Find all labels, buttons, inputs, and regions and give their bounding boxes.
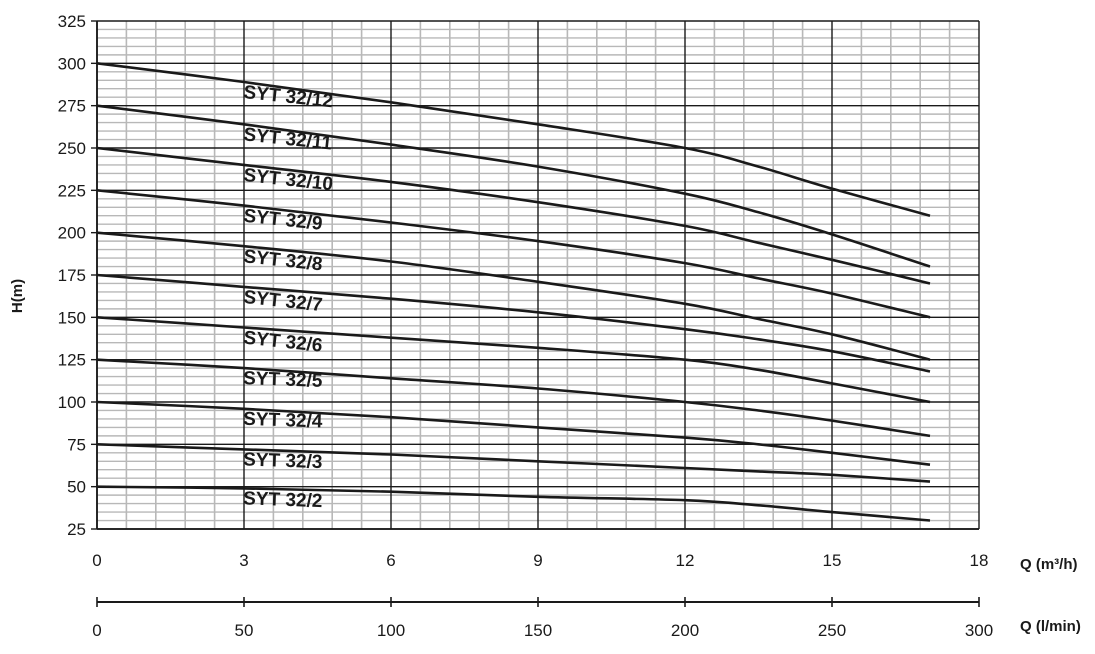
x-tick-label: 9 (533, 551, 542, 570)
series-line (96, 443, 931, 483)
series-line (96, 231, 931, 361)
y-tick-label: 275 (58, 97, 86, 116)
series-line (96, 146, 931, 285)
x2-tick-label: 50 (235, 621, 254, 640)
x-tick-label: 18 (970, 551, 989, 570)
series-label: SYT 32/9 (242, 206, 323, 235)
y-tick-label: 125 (58, 351, 86, 370)
y-tick-label: 225 (58, 181, 86, 200)
series-lines (96, 62, 931, 522)
series-line (96, 400, 931, 466)
x2-tick-label: 200 (671, 621, 699, 640)
y-tick-label: 200 (58, 224, 86, 243)
series-line (96, 273, 931, 373)
series-label: SYT 32/4 (243, 409, 323, 433)
series-label: SYT 32/11 (242, 124, 333, 154)
x2-tick-label: 150 (524, 621, 552, 640)
series-label: SYT 32/2 (243, 488, 323, 512)
y-tick-label: 325 (58, 12, 86, 31)
x2-tick-label: 100 (377, 621, 405, 640)
x2-tick-label: 300 (965, 621, 993, 640)
y-tick-label: 25 (67, 520, 86, 539)
series-line (96, 316, 931, 404)
series-line (96, 189, 931, 319)
y-tick-label: 250 (58, 139, 86, 158)
series-label: SYT 32/8 (242, 246, 323, 275)
y-tick-label: 50 (67, 478, 86, 497)
x2-tick-label: 250 (818, 621, 846, 640)
axes (91, 20, 980, 607)
series-line (96, 62, 931, 217)
x-tick-label: 12 (676, 551, 695, 570)
y-tick-label: 100 (58, 393, 86, 412)
x2-axis-title: Q (l/min) (1020, 618, 1081, 635)
x-tick-label: 0 (92, 551, 101, 570)
series-label: SYT 32/5 (243, 368, 323, 392)
x2-tick-label: 0 (92, 621, 101, 640)
y-axis-title: H(m) (9, 279, 26, 313)
y-tick-label: 150 (58, 308, 86, 327)
x-tick-label: 3 (239, 551, 248, 570)
series-line (96, 358, 931, 438)
y-tick-label: 175 (58, 266, 86, 285)
x-tick-label: 6 (386, 551, 395, 570)
major-grid (96, 20, 980, 530)
series-line (96, 485, 931, 522)
x-tick-label: 15 (823, 551, 842, 570)
series-label: SYT 32/12 (242, 82, 333, 112)
series-label: SYT 32/3 (243, 449, 323, 473)
y-tick-label: 75 (67, 435, 86, 454)
y-tick-label: 300 (58, 54, 86, 73)
series-line (96, 104, 931, 268)
x-axis-title: Q (m³/h) (1020, 556, 1078, 573)
